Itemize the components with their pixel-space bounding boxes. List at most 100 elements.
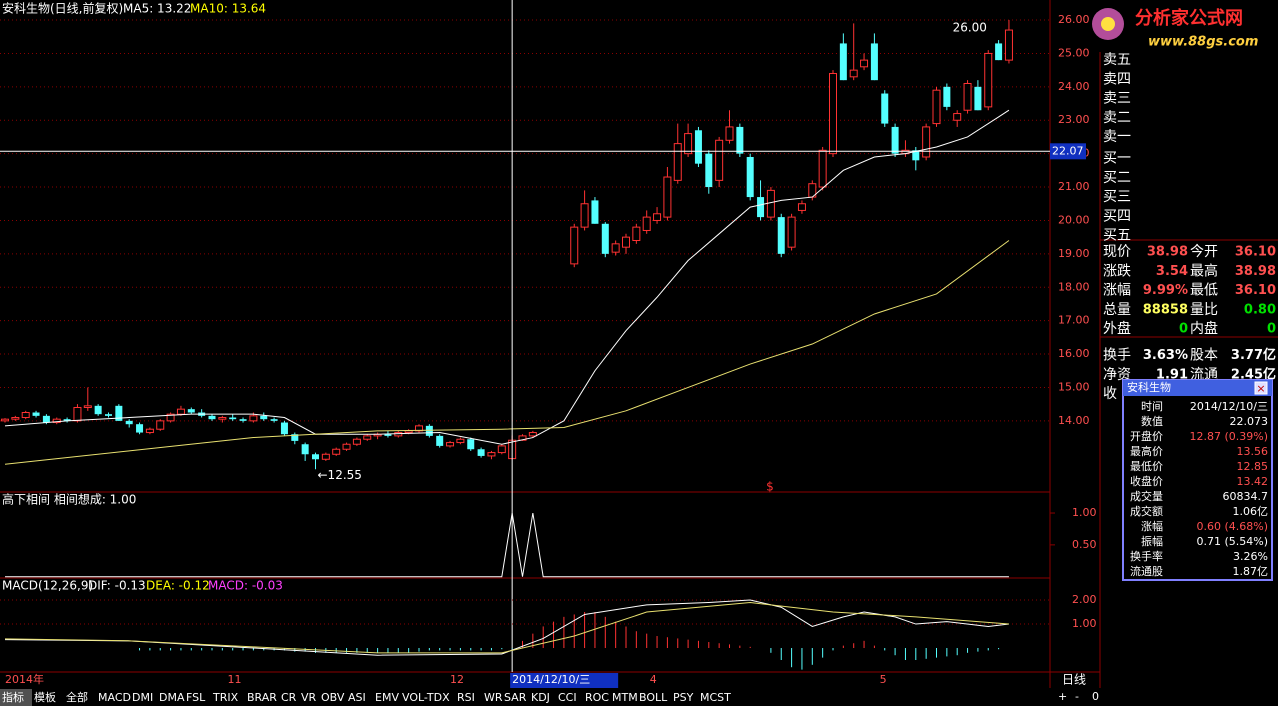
macd-title: MACD(12,26,9)	[2, 579, 93, 593]
quote-value: 0	[1267, 322, 1276, 337]
candle-body	[218, 417, 227, 420]
indicator-tab[interactable]: KDJ	[531, 691, 550, 704]
candle-body	[818, 149, 827, 188]
moving-average-line	[4, 109, 1010, 445]
tooltip-header	[1123, 380, 1272, 396]
indicator-tab[interactable]: DMI	[132, 691, 153, 704]
indicator-tab[interactable]: MACD	[98, 691, 131, 704]
x-tick-label: 12	[450, 673, 464, 686]
indicator-tab[interactable]: MCST	[700, 691, 731, 704]
candle-body	[694, 130, 702, 164]
y-tick-label: 1.00	[1072, 506, 1097, 519]
candle-body	[839, 43, 847, 81]
candle-body	[560, 283, 568, 285]
candle-body	[467, 439, 475, 450]
candle-body	[32, 412, 40, 416]
tooltip-close[interactable]	[1254, 381, 1268, 395]
logo-name: 分析家公式网	[1135, 7, 1243, 29]
tooltip-close-icon: ×	[1256, 382, 1265, 395]
y-tick-label: 19.00	[1058, 247, 1090, 260]
indicator-tab[interactable]: ROC	[585, 691, 609, 704]
candle-body	[943, 86, 951, 107]
tooltip-label: 涨幅	[1141, 520, 1163, 533]
period-label: 日线	[1062, 673, 1086, 687]
tooltip-label: 成交量	[1130, 489, 1163, 503]
x-tick-label: 4	[650, 673, 657, 686]
candle-body	[415, 425, 423, 432]
zoom-button[interactable]: +	[1058, 690, 1067, 703]
dif-label: DIF: -0.13	[88, 579, 146, 593]
ma5-label: MA5: 13.22	[123, 2, 191, 16]
indicator-tab[interactable]: CR	[281, 691, 297, 704]
indicator-tab[interactable]: BOLL	[639, 691, 668, 704]
tooltip-value: 0.60 (4.68%)	[1196, 520, 1268, 533]
tooltip-value: 22.073	[1230, 415, 1269, 428]
candle-body	[777, 217, 785, 254]
tooltip-value: 3.26%	[1233, 550, 1268, 563]
candle-body	[570, 226, 579, 265]
indicator-tab[interactable]: WR	[484, 691, 503, 704]
indicator-tab[interactable]: CCI	[558, 691, 577, 704]
candle-body	[922, 126, 931, 158]
indicator-tab[interactable]: VR	[301, 691, 317, 704]
indicator-tab[interactable]: SAR	[504, 691, 527, 704]
order-book-label: 买四	[1103, 208, 1131, 224]
candle-body	[684, 133, 693, 155]
candle-body	[736, 126, 744, 154]
candle-body	[870, 43, 878, 81]
indicator-tab[interactable]: OBV	[321, 691, 345, 704]
cursor-date-label: 2014/12/10/三	[512, 673, 590, 686]
tooltip-label: 最低价	[1130, 460, 1163, 473]
quote-value: 2.45亿	[1231, 366, 1276, 382]
order-book-label: 卖二	[1103, 110, 1131, 126]
candle-body	[757, 197, 765, 218]
dif-line	[4, 599, 1010, 656]
indicator-tab[interactable]: TRIX	[212, 691, 239, 704]
indicator-tab[interactable]: ASI	[348, 691, 366, 704]
candle-body	[725, 126, 734, 141]
zoom-button[interactable]: 0	[1092, 690, 1099, 703]
tooltip-value: 12.85	[1237, 460, 1269, 473]
candle-body	[881, 93, 889, 124]
y-tick-label: 0.50	[1072, 538, 1097, 551]
quote-value: 36.10	[1235, 283, 1276, 298]
y-tick-label: 24.00	[1058, 80, 1090, 93]
indicator-tab[interactable]: FSL	[186, 691, 206, 704]
quote-label: 涨跌	[1103, 263, 1131, 279]
indicator-tab[interactable]: VOL-TDX	[402, 691, 450, 704]
candle-body	[176, 408, 185, 415]
quote-value: 1.91	[1156, 367, 1188, 382]
zoom-button[interactable]: -	[1075, 690, 1079, 703]
indicator-tab[interactable]: 模板	[34, 690, 56, 704]
tooltip-box	[1122, 379, 1273, 581]
candle-body	[705, 153, 713, 188]
quote-label: 内盘	[1190, 320, 1218, 337]
y-tick-label: 18.00	[1058, 280, 1090, 293]
candle-body	[312, 454, 319, 460]
tooltip-label: 最高价	[1130, 444, 1163, 458]
candle-body	[239, 419, 247, 421]
indicator-tab[interactable]: 指标	[2, 690, 24, 704]
candle-body	[477, 449, 485, 456]
dea-line	[4, 601, 1009, 654]
indicator-tab[interactable]: BRAR	[247, 691, 277, 704]
indicator-tab[interactable]: DMA	[159, 691, 185, 704]
order-book-label: 卖四	[1103, 71, 1131, 87]
indicator-tab[interactable]: RSI	[457, 691, 475, 704]
indicator-tab[interactable]: MTM	[612, 691, 638, 704]
quote-label: 今开	[1190, 244, 1218, 260]
tooltip-value: 12.87 (0.39%)	[1189, 430, 1268, 443]
y-tick-label: 17.00	[1058, 314, 1090, 327]
candle-body	[446, 442, 455, 447]
candle-body	[11, 417, 20, 420]
logo-flower-center	[1101, 17, 1115, 31]
y-tick-label: 21.00	[1058, 180, 1090, 193]
candle-body	[52, 418, 61, 424]
quote-value: 0	[1179, 322, 1188, 337]
indicator-tab[interactable]: PSY	[673, 691, 694, 704]
candle-body	[1004, 29, 1013, 61]
indicator-tab[interactable]: 全部	[66, 690, 88, 704]
indicator-tab[interactable]: EMV	[375, 691, 399, 704]
x-tick-label: 11	[228, 673, 242, 686]
